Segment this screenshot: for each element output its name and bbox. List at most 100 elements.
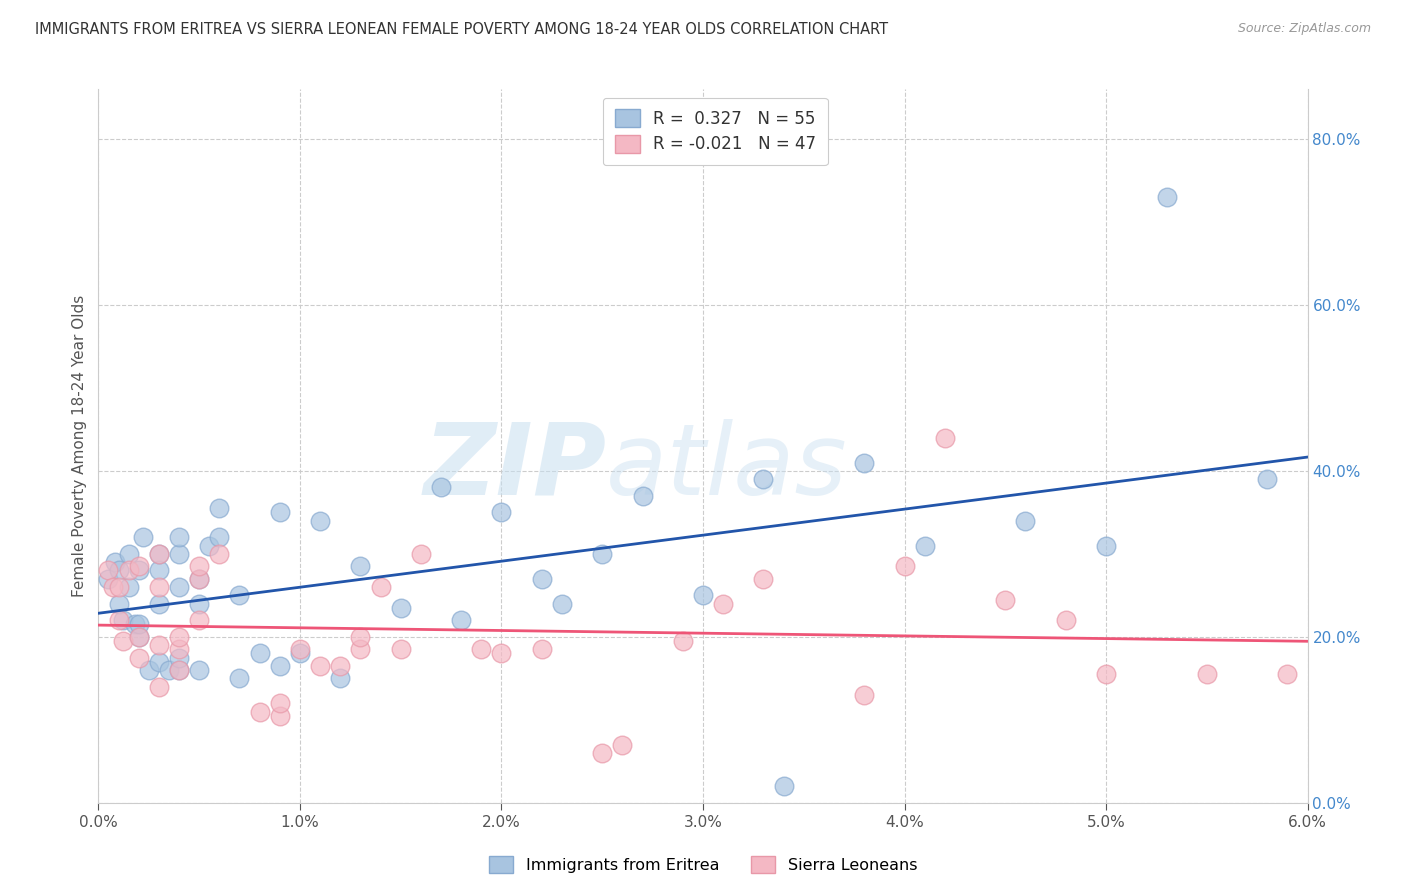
Point: [934, 431, 956, 445]
Point: [208, 501, 231, 516]
Point: [672, 634, 695, 648]
Point: [157, 663, 180, 677]
Point: [128, 650, 150, 665]
Point: [148, 580, 170, 594]
Point: [188, 613, 211, 627]
Point: [107, 597, 129, 611]
Point: [591, 746, 613, 760]
Legend: Immigrants from Eritrea, Sierra Leoneans: Immigrants from Eritrea, Sierra Leoneans: [482, 849, 924, 880]
Point: [530, 572, 553, 586]
Point: [269, 696, 291, 710]
Point: [914, 539, 936, 553]
Point: [309, 514, 332, 528]
Point: [128, 559, 150, 574]
Point: [288, 647, 311, 661]
Point: [128, 630, 150, 644]
Point: [118, 580, 141, 594]
Point: [138, 663, 160, 677]
Point: [349, 559, 371, 574]
Point: [148, 547, 170, 561]
Point: [370, 580, 392, 594]
Point: [128, 617, 150, 632]
Point: [167, 580, 190, 594]
Point: [107, 613, 129, 627]
Point: [103, 555, 125, 569]
Y-axis label: Female Poverty Among 18-24 Year Olds: Female Poverty Among 18-24 Year Olds: [72, 295, 87, 597]
Point: [470, 642, 492, 657]
Point: [118, 564, 141, 578]
Point: [148, 564, 170, 578]
Point: [329, 671, 352, 685]
Point: [148, 547, 170, 561]
Point: [1054, 613, 1077, 627]
Point: [1095, 539, 1118, 553]
Point: [167, 663, 190, 677]
Point: [853, 688, 876, 702]
Point: [309, 659, 332, 673]
Point: [128, 630, 150, 644]
Point: [208, 547, 231, 561]
Point: [269, 659, 291, 673]
Point: [752, 572, 775, 586]
Point: [167, 547, 190, 561]
Point: [591, 547, 613, 561]
Point: [188, 572, 211, 586]
Point: [409, 547, 432, 561]
Point: [188, 559, 211, 574]
Point: [853, 456, 876, 470]
Point: [167, 642, 190, 657]
Point: [752, 472, 775, 486]
Point: [188, 663, 211, 677]
Point: [107, 564, 129, 578]
Point: [269, 708, 291, 723]
Point: [530, 642, 553, 657]
Point: [188, 597, 211, 611]
Point: [228, 671, 250, 685]
Point: [450, 613, 472, 627]
Point: [612, 738, 634, 752]
Point: [711, 597, 734, 611]
Point: [249, 705, 271, 719]
Legend: R =  0.327   N = 55, R = -0.021   N = 47: R = 0.327 N = 55, R = -0.021 N = 47: [603, 97, 828, 165]
Point: [551, 597, 574, 611]
Point: [148, 638, 170, 652]
Text: IMMIGRANTS FROM ERITREA VS SIERRA LEONEAN FEMALE POVERTY AMONG 18-24 YEAR OLDS C: IMMIGRANTS FROM ERITREA VS SIERRA LEONEA…: [35, 22, 889, 37]
Point: [148, 597, 170, 611]
Point: [269, 505, 291, 519]
Point: [1156, 190, 1178, 204]
Point: [111, 613, 134, 627]
Point: [198, 539, 221, 553]
Point: [167, 530, 190, 544]
Point: [631, 489, 654, 503]
Point: [167, 630, 190, 644]
Text: atlas: atlas: [606, 419, 848, 516]
Point: [1256, 472, 1278, 486]
Point: [167, 650, 190, 665]
Point: [491, 647, 513, 661]
Point: [228, 588, 250, 602]
Point: [893, 559, 915, 574]
Point: [491, 505, 513, 519]
Point: [124, 617, 146, 632]
Point: [288, 642, 311, 657]
Point: [107, 580, 129, 594]
Point: [132, 530, 155, 544]
Point: [1195, 667, 1218, 681]
Point: [772, 779, 794, 793]
Point: [167, 663, 190, 677]
Point: [128, 564, 150, 578]
Text: ZIP: ZIP: [423, 419, 606, 516]
Point: [101, 580, 124, 594]
Point: [349, 642, 371, 657]
Point: [111, 634, 134, 648]
Point: [692, 588, 714, 602]
Point: [329, 659, 352, 673]
Point: [994, 592, 1017, 607]
Point: [389, 642, 412, 657]
Point: [148, 655, 170, 669]
Point: [430, 481, 453, 495]
Point: [349, 630, 371, 644]
Point: [97, 564, 120, 578]
Point: [1277, 667, 1299, 681]
Point: [249, 647, 271, 661]
